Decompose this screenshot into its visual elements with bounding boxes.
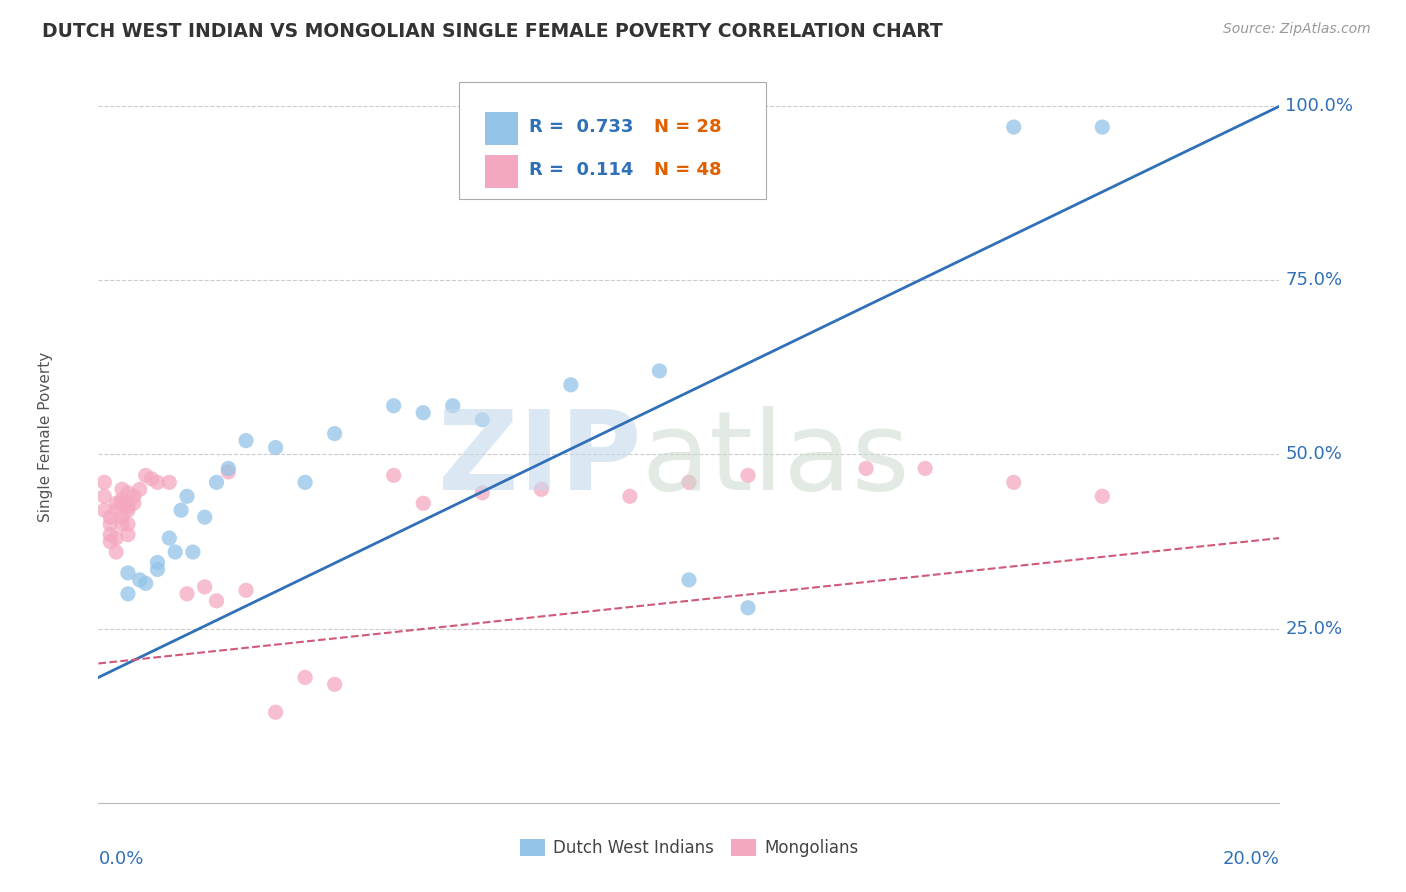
Text: atlas: atlas	[641, 406, 910, 513]
Legend: Dutch West Indians, Mongolians: Dutch West Indians, Mongolians	[513, 832, 865, 864]
Point	[117, 587, 139, 601]
Point	[93, 475, 115, 490]
Point	[1002, 475, 1025, 490]
Text: 25.0%: 25.0%	[1285, 620, 1343, 638]
Bar	[485, 155, 517, 188]
Point	[141, 472, 163, 486]
Point	[323, 426, 346, 441]
Point	[117, 485, 139, 500]
Point	[217, 465, 239, 479]
Point	[128, 483, 150, 497]
Text: N = 48: N = 48	[654, 161, 721, 178]
Point	[382, 399, 405, 413]
Point	[205, 475, 228, 490]
Point	[111, 492, 134, 507]
Bar	[485, 112, 517, 145]
Point	[105, 496, 128, 510]
Point	[194, 510, 217, 524]
Point	[855, 461, 877, 475]
Point	[914, 461, 936, 475]
Point	[117, 566, 139, 580]
Text: 100.0%: 100.0%	[1285, 97, 1354, 115]
Point	[412, 406, 434, 420]
Point	[165, 545, 187, 559]
Point	[678, 573, 700, 587]
Point	[105, 531, 128, 545]
Point	[181, 545, 204, 559]
Point	[157, 475, 180, 490]
Point	[128, 573, 150, 587]
Point	[146, 562, 169, 576]
Point	[619, 489, 641, 503]
Point	[264, 441, 287, 455]
Point	[176, 587, 198, 601]
Point	[146, 475, 169, 490]
Point	[111, 496, 134, 510]
Text: 50.0%: 50.0%	[1285, 445, 1343, 464]
Text: 20.0%: 20.0%	[1223, 850, 1279, 868]
Point	[1091, 489, 1114, 503]
Point	[264, 705, 287, 719]
Point	[235, 434, 257, 448]
Point	[98, 510, 121, 524]
Point	[217, 461, 239, 475]
Point	[117, 517, 139, 532]
Text: 0.0%: 0.0%	[98, 850, 143, 868]
Point	[135, 576, 157, 591]
Text: ZIP: ZIP	[439, 406, 641, 513]
Point	[93, 489, 115, 503]
Point	[157, 531, 180, 545]
Point	[294, 475, 316, 490]
Point	[382, 468, 405, 483]
Point	[441, 399, 464, 413]
Text: DUTCH WEST INDIAN VS MONGOLIAN SINGLE FEMALE POVERTY CORRELATION CHART: DUTCH WEST INDIAN VS MONGOLIAN SINGLE FE…	[42, 22, 943, 41]
Text: R =  0.114: R = 0.114	[530, 161, 634, 178]
Point	[105, 503, 128, 517]
Point	[1091, 120, 1114, 134]
Point	[105, 545, 128, 559]
Point	[117, 496, 139, 510]
Point	[648, 364, 671, 378]
Point	[122, 496, 145, 510]
Text: R =  0.733: R = 0.733	[530, 118, 634, 136]
Point	[412, 496, 434, 510]
Point	[176, 489, 198, 503]
Point	[111, 483, 134, 497]
Point	[678, 475, 700, 490]
Point	[1002, 120, 1025, 134]
Point	[194, 580, 217, 594]
Point	[737, 468, 759, 483]
Point	[111, 517, 134, 532]
Point	[135, 468, 157, 483]
Point	[98, 517, 121, 532]
Point	[471, 412, 494, 426]
Point	[93, 503, 115, 517]
Point	[117, 503, 139, 517]
Point	[530, 483, 553, 497]
Text: 75.0%: 75.0%	[1285, 271, 1343, 289]
Point	[111, 510, 134, 524]
Point	[294, 670, 316, 684]
Point	[560, 377, 582, 392]
Point	[737, 600, 759, 615]
FancyBboxPatch shape	[458, 82, 766, 200]
Text: N = 28: N = 28	[654, 118, 721, 136]
Text: Single Female Poverty: Single Female Poverty	[38, 352, 53, 522]
Point	[98, 527, 121, 541]
Point	[98, 534, 121, 549]
Text: Source: ZipAtlas.com: Source: ZipAtlas.com	[1223, 22, 1371, 37]
Point	[170, 503, 193, 517]
Point	[146, 556, 169, 570]
Point	[117, 500, 139, 514]
Point	[205, 594, 228, 608]
Point	[323, 677, 346, 691]
Point	[117, 527, 139, 541]
Point	[235, 583, 257, 598]
Point	[122, 489, 145, 503]
Point	[471, 485, 494, 500]
